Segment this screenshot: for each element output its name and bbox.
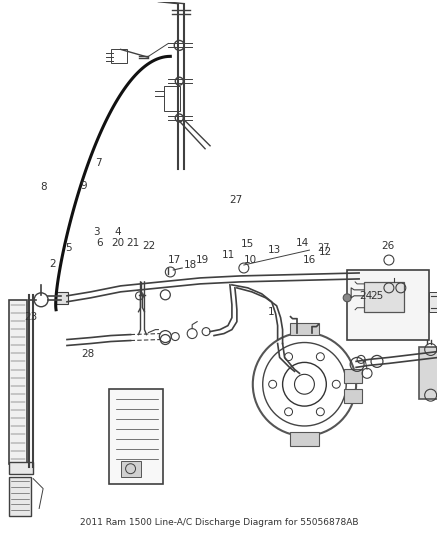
Text: 3: 3	[93, 227, 99, 237]
Text: 23: 23	[25, 312, 38, 322]
Text: 13: 13	[268, 245, 281, 255]
Bar	[364, 282, 404, 312]
Bar	[429, 292, 438, 312]
Bar	[9, 462, 33, 474]
Bar	[344, 369, 362, 383]
Text: 5: 5	[66, 243, 72, 253]
Bar	[109, 389, 163, 483]
Text: 20: 20	[111, 238, 124, 248]
Bar	[290, 322, 319, 335]
Text: 10: 10	[244, 255, 257, 265]
Text: 19: 19	[196, 255, 209, 265]
Text: 6: 6	[96, 238, 102, 248]
Text: 18: 18	[184, 261, 198, 270]
Text: 4: 4	[115, 227, 121, 237]
Text: 1: 1	[268, 306, 275, 317]
Text: 25: 25	[370, 290, 383, 301]
Text: 7: 7	[95, 158, 101, 168]
Text: 9: 9	[80, 181, 87, 191]
Bar	[56, 292, 68, 304]
Text: 15: 15	[240, 239, 254, 249]
Text: 2: 2	[49, 259, 56, 269]
Text: 14: 14	[296, 238, 309, 248]
Text: 24: 24	[360, 290, 373, 301]
Bar	[9, 477, 31, 516]
Text: 27: 27	[229, 195, 242, 205]
Bar	[419, 348, 438, 399]
Text: 2011 Ram 1500 Line-A/C Discharge Diagram for 55056878AB: 2011 Ram 1500 Line-A/C Discharge Diagram…	[80, 518, 358, 527]
Text: 28: 28	[81, 349, 94, 359]
Text: 21: 21	[126, 238, 139, 248]
Text: 12: 12	[319, 247, 332, 257]
Text: 16: 16	[303, 255, 316, 265]
Bar	[344, 389, 362, 403]
Bar	[111, 50, 127, 63]
Text: 17: 17	[168, 255, 181, 264]
Text: 22: 22	[142, 241, 155, 252]
Bar	[120, 461, 141, 477]
Text: 26: 26	[381, 241, 395, 252]
Text: 27: 27	[318, 243, 330, 253]
Circle shape	[343, 294, 351, 302]
Bar	[9, 300, 27, 464]
Text: 11: 11	[222, 250, 235, 260]
Bar	[164, 86, 180, 111]
Bar	[347, 270, 429, 340]
Text: 8: 8	[41, 182, 47, 192]
Bar	[290, 432, 319, 446]
